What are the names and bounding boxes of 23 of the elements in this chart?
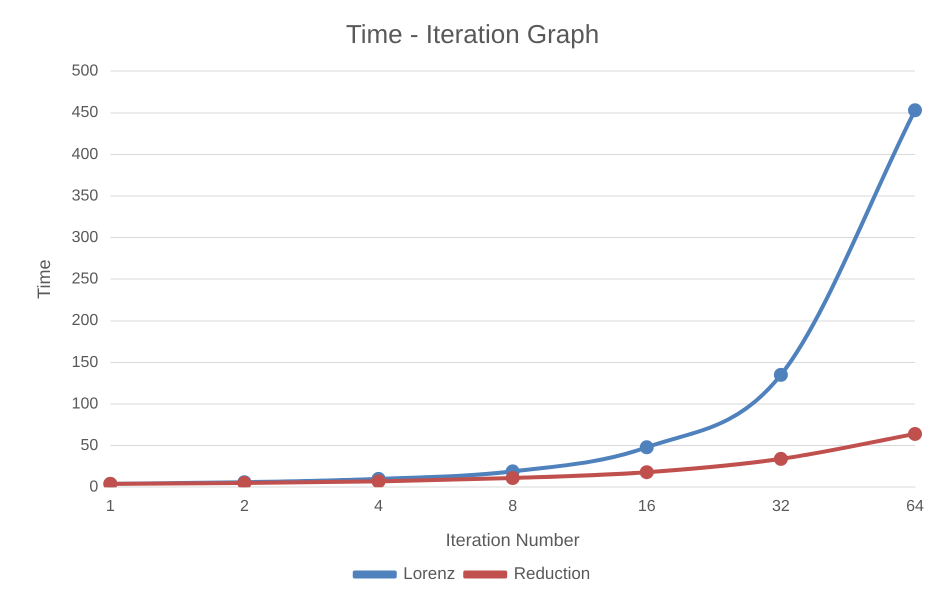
- y-tick-label: 0: [89, 478, 98, 496]
- y-tick-label: 500: [72, 62, 98, 80]
- x-tick-label: 8: [508, 498, 518, 516]
- y-axis-title: Time: [34, 260, 54, 299]
- y-tick-label: 250: [72, 270, 98, 288]
- x-tick-label: 4: [374, 498, 384, 516]
- y-tick-label: 50: [80, 437, 98, 454]
- x-tick-label: 64: [906, 498, 924, 516]
- y-tick-label: 350: [72, 187, 98, 204]
- legend-label: Lorenz: [403, 564, 456, 584]
- y-tick-label: 300: [72, 229, 98, 246]
- x-axis-title: Iteration Number: [446, 530, 580, 550]
- y-tick-label: 200: [72, 312, 98, 330]
- chart-title: Time - Iteration Graph: [346, 18, 600, 49]
- y-tick-label: 150: [72, 354, 98, 371]
- y-tick-label: 100: [72, 395, 98, 412]
- x-tick-label: 16: [638, 498, 656, 516]
- x-tick-label: 32: [772, 498, 790, 516]
- x-tick-label: 1: [106, 498, 115, 516]
- y-tick-label: 400: [72, 146, 98, 163]
- x-tick-label: 2: [240, 498, 249, 516]
- y-tick-label: 450: [72, 104, 98, 122]
- legend-label: Reduction: [514, 564, 590, 584]
